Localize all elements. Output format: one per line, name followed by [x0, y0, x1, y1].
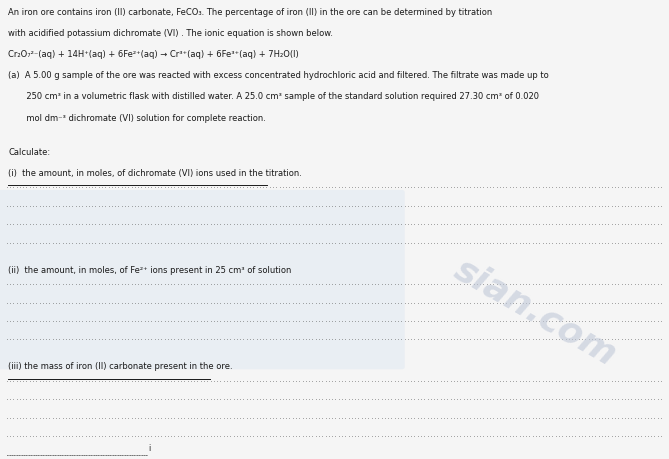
Text: Cr₂O₇²⁻(aq) + 14H⁺(aq) + 6Fe²⁺(aq) → Cr³⁺(aq) + 6Fe³⁺(aq) + 7H₂O(l): Cr₂O₇²⁻(aq) + 14H⁺(aq) + 6Fe²⁺(aq) → Cr³… [8, 50, 299, 59]
Text: with acidified potassium dichromate (VI) . The ionic equation is shown below.: with acidified potassium dichromate (VI)… [8, 29, 333, 38]
Text: sian.com: sian.com [448, 252, 622, 372]
Text: (i)  the amount, in moles, of dichromate (VI) ions used in the titration.: (i) the amount, in moles, of dichromate … [8, 168, 302, 177]
Text: Calculate:: Calculate: [8, 147, 50, 157]
Text: (ii)  the amount, in moles, of Fe²⁺ ions present in 25 cm³ of solution: (ii) the amount, in moles, of Fe²⁺ ions … [8, 265, 292, 274]
Text: An iron ore contains iron (II) carbonate, FeCO₃. The percentage of iron (II) in : An iron ore contains iron (II) carbonate… [8, 8, 492, 17]
Text: 250 cm³ in a volumetric flask with distilled water. A 25.0 cm³ sample of the sta: 250 cm³ in a volumetric flask with disti… [8, 92, 539, 101]
Text: (iii) the mass of iron (II) carbonate present in the ore.: (iii) the mass of iron (II) carbonate pr… [8, 362, 233, 370]
Text: i: i [149, 443, 151, 452]
Text: (a)  A 5.00 g sample of the ore was reacted with excess concentrated hydrochlori: (a) A 5.00 g sample of the ore was react… [8, 71, 549, 80]
FancyBboxPatch shape [0, 190, 405, 369]
Text: mol dm⁻³ dichromate (VI) solution for complete reaction.: mol dm⁻³ dichromate (VI) solution for co… [8, 113, 266, 122]
